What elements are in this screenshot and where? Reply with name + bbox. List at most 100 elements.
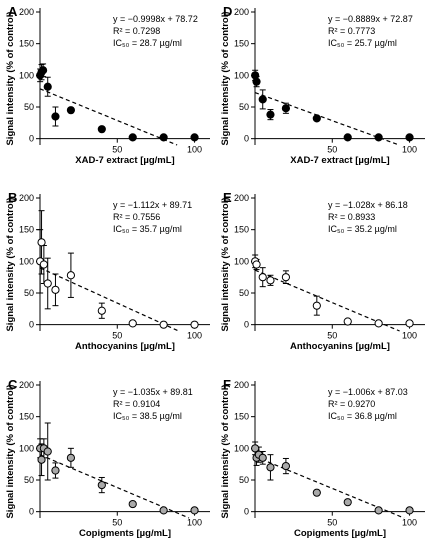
data-point <box>51 466 60 475</box>
y-tick-label: 50 <box>24 475 34 485</box>
y-tick-label: 100 <box>234 70 249 80</box>
r-squared-text: R² = 0.7556 <box>113 212 160 222</box>
y-tick-label: 0 <box>29 320 34 330</box>
data-point <box>252 77 261 86</box>
data-point <box>51 112 60 121</box>
equation-text: y = −0.8889x + 72.87 <box>328 14 413 24</box>
x-axis-title: XAD-7 extract [µg/mL] <box>290 155 389 166</box>
r-squared-text: R² = 0.8933 <box>328 212 375 222</box>
data-point <box>190 133 199 142</box>
y-axis-title: Signal intensity (% of control) <box>5 197 16 331</box>
ic50-text: IC₅₀ = 35.2 µg/ml <box>328 224 397 234</box>
r-squared-text: R² = 0.9104 <box>113 399 160 409</box>
data-point <box>128 319 137 328</box>
x-tick-label: 50 <box>112 331 122 341</box>
y-tick-label: 200 <box>234 193 249 203</box>
equation-text: y = −1.112x + 89.71 <box>113 200 192 210</box>
equation-text: y = −1.035x + 89.81 <box>113 387 193 397</box>
y-tick-label: 100 <box>19 70 34 80</box>
data-point <box>281 273 291 282</box>
y-tick-label: 50 <box>239 288 249 298</box>
data-point <box>66 106 76 115</box>
data-point <box>128 133 137 142</box>
x-tick-label: 100 <box>402 518 417 528</box>
y-tick-label: 100 <box>19 443 34 453</box>
y-axis-title: Signal intensity (% of control) <box>5 384 16 518</box>
y-tick-label: 50 <box>24 288 34 298</box>
y-tick-label: 200 <box>19 7 34 17</box>
panel-letter: D <box>223 4 232 19</box>
data-point <box>39 260 48 269</box>
y-tick-label: 0 <box>244 134 249 144</box>
y-tick-label: 150 <box>234 225 249 235</box>
x-tick-label: 100 <box>402 145 417 155</box>
x-tick-label: 100 <box>187 145 202 155</box>
data-point <box>43 279 52 288</box>
y-tick-label: 0 <box>29 134 34 144</box>
r-squared-text: R² = 0.7773 <box>328 26 375 36</box>
data-point <box>252 260 261 269</box>
y-axis-title: Signal intensity (% of control) <box>220 11 231 145</box>
x-axis-title: XAD-7 extract [µg/mL] <box>75 155 174 166</box>
panel-c: C 0 50 100 150 200 50 100 Copigments [µg/mL] Sign… <box>5 377 210 539</box>
data-point <box>281 461 291 471</box>
y-tick-label: 0 <box>244 507 249 517</box>
data-point <box>405 506 414 515</box>
data-point <box>343 498 352 507</box>
y-tick-label: 100 <box>234 443 249 453</box>
data-point <box>43 82 52 91</box>
data-point <box>266 276 275 285</box>
data-point <box>312 488 321 497</box>
data-point <box>258 273 267 282</box>
data-point <box>343 133 352 142</box>
data-point <box>128 499 137 509</box>
y-tick-label: 200 <box>19 193 34 203</box>
x-tick-label: 50 <box>327 145 337 155</box>
data-point <box>66 271 76 280</box>
panel-a: A 0 50 100 150 200 50 100 XAD-7 extract [µg/mL] S… <box>5 4 210 166</box>
data-point <box>281 104 291 113</box>
data-point <box>97 306 106 315</box>
regression-line <box>39 267 179 332</box>
y-tick-label: 150 <box>19 225 34 235</box>
data-point <box>343 317 352 326</box>
x-tick-label: 50 <box>112 145 122 155</box>
y-axis-title: Signal intensity (% of control) <box>220 384 231 518</box>
y-tick-label: 200 <box>234 380 249 390</box>
data-point <box>374 133 383 142</box>
panel-f: F 0 50 100 150 200 50 100 Copigments [µg/mL] Sign… <box>220 377 425 539</box>
panel-letter: A <box>8 4 18 19</box>
data-point <box>312 301 321 310</box>
x-axis-title: Anthocyanins [µg/mL] <box>75 341 175 352</box>
y-tick-label: 150 <box>19 412 34 422</box>
panel-d: D 0 50 100 150 200 50 100 XAD-7 extract [µg/mL] S… <box>220 4 425 166</box>
ic50-text: IC₅₀ = 38.5 µg/ml <box>113 411 182 421</box>
panel-e: E 0 50 100 150 200 50 100 Anthocyanins [µg/mL] Si… <box>220 190 425 352</box>
y-tick-label: 50 <box>239 102 249 112</box>
y-tick-label: 150 <box>234 412 249 422</box>
data-point <box>374 319 383 328</box>
y-tick-label: 50 <box>239 475 249 485</box>
regression-line <box>39 88 178 146</box>
data-point <box>37 238 46 247</box>
data-point <box>266 110 275 119</box>
equation-text: y = −1.028x + 86.18 <box>328 200 408 210</box>
ic50-text: IC₅₀ = 28.7 µg/ml <box>113 38 182 48</box>
r-squared-text: R² = 0.9270 <box>328 399 375 409</box>
data-point <box>97 125 106 134</box>
data-point <box>159 506 168 515</box>
data-point <box>66 453 76 462</box>
y-tick-label: 100 <box>19 256 34 266</box>
equation-text: y = −1.006x + 87.03 <box>328 387 408 397</box>
y-tick-label: 200 <box>19 380 34 390</box>
x-axis-title: Anthocyanins [µg/mL] <box>290 341 390 352</box>
data-point <box>266 463 275 472</box>
equation-text: y = −0.9998x + 78.72 <box>113 14 198 24</box>
ic50-text: IC₅₀ = 35.7 µg/ml <box>113 224 182 234</box>
data-point <box>258 453 267 462</box>
data-point <box>159 133 168 142</box>
panel-letter: F <box>223 377 231 392</box>
ic50-text: IC₅₀ = 36.8 µg/ml <box>328 411 397 421</box>
data-point <box>374 506 383 515</box>
y-tick-label: 150 <box>19 39 34 49</box>
